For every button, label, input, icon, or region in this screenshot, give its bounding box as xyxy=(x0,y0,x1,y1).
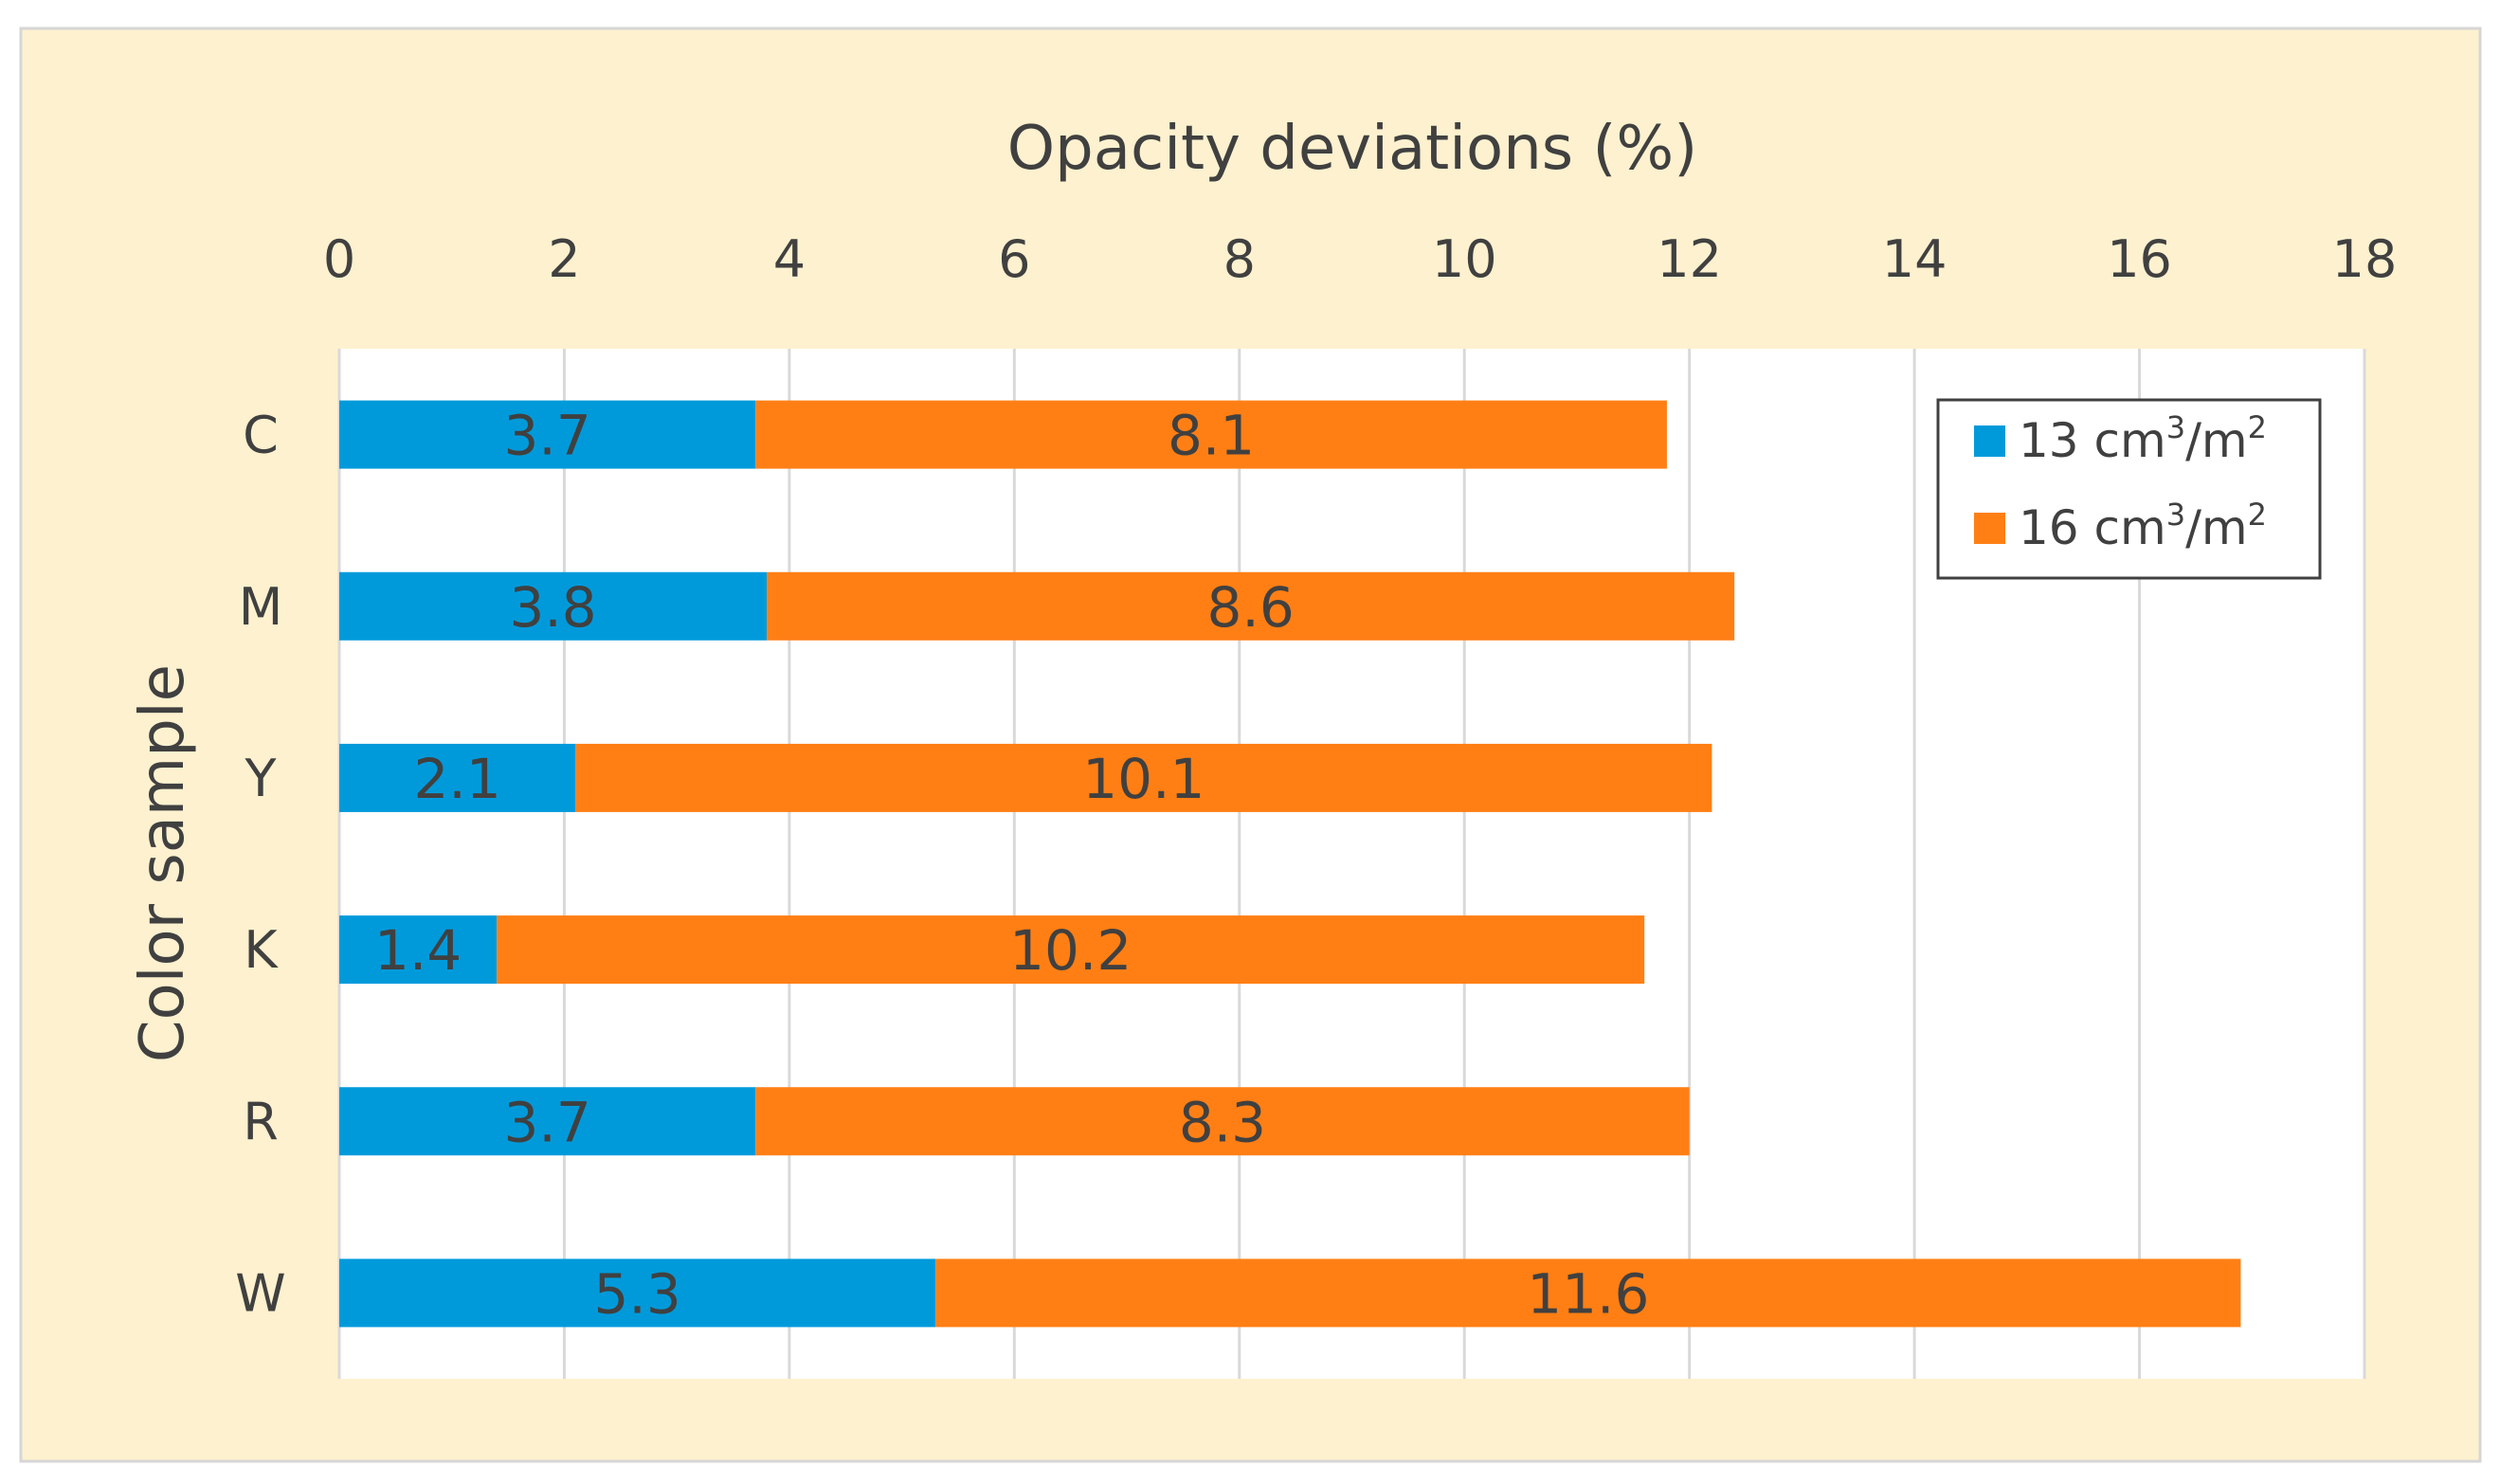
data-label-r-series-1: 3.7 xyxy=(504,1090,591,1154)
x-tick-label: 16 xyxy=(2107,229,2172,289)
bar-w-series-2 xyxy=(935,1258,2241,1328)
data-label-m-series-2: 8.6 xyxy=(1207,575,1295,640)
bar-r-series-1 xyxy=(339,1087,756,1156)
legend-label-13cm3m2: 13 cm3/m2 xyxy=(2019,409,2267,468)
category-label-m: M xyxy=(239,577,283,637)
x-tick-label: 2 xyxy=(548,229,580,289)
data-label-w-series-1: 5.3 xyxy=(593,1261,680,1326)
bar-r-series-2 xyxy=(755,1087,1690,1156)
data-label-r-series-2: 8.3 xyxy=(1179,1090,1266,1154)
data-label-y-series-2: 10.1 xyxy=(1082,747,1205,811)
x-tick-label: 18 xyxy=(2332,229,2398,289)
y-axis-title: Color sample xyxy=(128,664,198,1062)
bar-w-series-1 xyxy=(339,1258,936,1328)
x-tick-label: 12 xyxy=(1657,229,1722,289)
x-tick-label: 6 xyxy=(998,229,1030,289)
data-label-c-series-1: 3.7 xyxy=(504,404,591,468)
category-label-k: K xyxy=(244,920,279,980)
category-label-y: Y xyxy=(245,749,278,808)
bar-c-series-2 xyxy=(755,400,1667,469)
bar-c-series-1 xyxy=(339,400,756,469)
legend-swatch-16cm3m2 xyxy=(1974,513,2005,544)
bar-k-series-2 xyxy=(497,915,1645,985)
bar-m-series-2 xyxy=(767,571,1735,641)
x-axis-title: Opacity deviations (%) xyxy=(1007,114,1697,184)
x-tick-label: 14 xyxy=(1882,229,1947,289)
data-label-w-series-2: 11.6 xyxy=(1527,1261,1649,1326)
category-label-c: C xyxy=(243,406,279,465)
x-tick-label: 4 xyxy=(773,229,806,289)
data-label-m-series-1: 3.8 xyxy=(509,575,596,640)
x-tick-label: 0 xyxy=(323,229,355,289)
data-label-k-series-1: 1.4 xyxy=(374,918,462,983)
bar-y-series-2 xyxy=(575,743,1712,812)
x-tick-label: 10 xyxy=(1432,229,1497,289)
data-label-k-series-2: 10.2 xyxy=(1009,918,1132,983)
bar-y-series-1 xyxy=(339,743,576,812)
bars xyxy=(339,400,2241,1328)
data-label-y-series-1: 2.1 xyxy=(414,747,501,811)
legend: 13 cm3/m2 16 cm3/m2 xyxy=(1936,398,2322,580)
legend-label-16cm3m2: 16 cm3/m2 xyxy=(2019,497,2267,555)
category-label-w: W xyxy=(235,1263,285,1323)
legend-swatch-13cm3m2 xyxy=(1974,425,2005,457)
category-label-r: R xyxy=(243,1092,279,1151)
data-labels: 3.7 8.1 3.8 8.6 2.1 10.1 1.4 10.2 3.7 8.3 5.3 11.6 xyxy=(374,404,1649,1327)
bar-m-series-1 xyxy=(339,571,768,641)
axes: 0 2 4 6 8 10 12 14 16 18 C M Y K R W xyxy=(235,229,2397,1323)
data-label-c-series-2: 8.1 xyxy=(1168,404,1255,468)
bar-k-series-1 xyxy=(339,915,498,985)
gridlines xyxy=(337,349,2366,1379)
x-tick-label: 8 xyxy=(1223,229,1256,289)
